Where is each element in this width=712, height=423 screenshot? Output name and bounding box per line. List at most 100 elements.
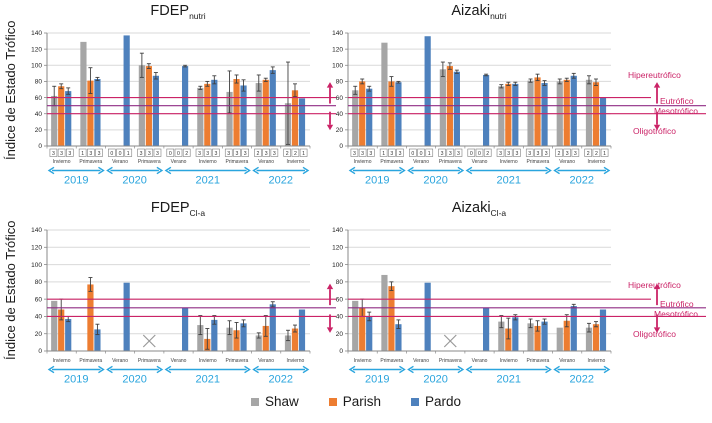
bar-shaw <box>498 86 505 146</box>
sample-count-box <box>291 148 300 157</box>
bar-shaw <box>498 321 505 351</box>
bar-pardo <box>453 71 460 146</box>
arrow-right-head-icon <box>302 365 310 374</box>
bar-shaw <box>556 327 563 351</box>
sample-count-value: 1 <box>382 151 385 157</box>
sample-count-box <box>212 148 220 157</box>
sample-count-value: 3 <box>528 151 531 157</box>
season-label: Invierno <box>354 358 372 364</box>
bar-parish <box>204 83 211 146</box>
arrow-left-head-icon <box>407 365 414 374</box>
sample-count-value: 3 <box>89 151 92 157</box>
sample-count-value: 0 <box>110 151 113 157</box>
bar-shaw <box>226 91 233 146</box>
sample-count-box <box>299 148 308 157</box>
sample-count-value: 0 <box>177 151 180 157</box>
y-tick-label: 20 <box>336 331 344 338</box>
bar-parish <box>233 79 240 146</box>
arrow-right-head-icon <box>156 166 164 175</box>
y-tick-label: 60 <box>336 95 344 102</box>
bar-pardo <box>483 74 490 146</box>
y-tick-label: 20 <box>336 127 344 134</box>
arrow-left-head-icon <box>106 365 113 374</box>
bar-pardo <box>65 319 72 351</box>
bar-pardo <box>570 306 577 351</box>
bar-parish <box>388 286 395 351</box>
down-arrow-head-icon <box>326 327 334 333</box>
y-tick-label: 120 <box>31 244 42 251</box>
sample-count-box <box>182 148 191 157</box>
bar-pardo <box>483 307 490 351</box>
y-tick-label: 140 <box>31 227 42 234</box>
sample-count-box <box>254 148 262 157</box>
y-tick-label: 120 <box>332 46 343 53</box>
arrow-left-head-icon <box>465 166 473 175</box>
chart-title-text: FDEP <box>150 200 190 216</box>
year-label: 2022 <box>269 374 293 386</box>
bar-shaw <box>51 95 58 146</box>
sample-count-value: 3 <box>265 151 268 157</box>
year-label: 2022 <box>570 374 594 386</box>
sample-count-box <box>262 148 270 157</box>
sample-count-box <box>513 148 521 157</box>
label-mesotrophic: Mesotrófico <box>654 308 698 319</box>
bar-shaw <box>585 327 593 351</box>
bar-pardo <box>298 98 306 146</box>
label-hypereutrophic: Hipereutrófico <box>628 280 681 290</box>
up-arrow-head-icon <box>653 82 661 88</box>
chart-title-subscript: Cl-a <box>189 207 206 218</box>
sample-count-value: 3 <box>457 151 460 157</box>
chart-title-text: Aizaki <box>451 200 491 216</box>
sample-count-value: 3 <box>156 151 159 157</box>
bar-shaw <box>284 335 292 351</box>
bar-shaw <box>381 42 388 146</box>
y-tick-label: 40 <box>35 314 43 321</box>
sample-count-value: 2 <box>486 151 489 157</box>
bar-parish <box>505 83 512 146</box>
legend-item-shaw: Shaw <box>250 394 299 409</box>
season-label: Primavera <box>79 159 102 165</box>
season-label: Invierno <box>500 159 518 165</box>
y-tick-label: 40 <box>336 314 344 321</box>
sample-count-value: 3 <box>566 151 569 157</box>
sample-count-value: 0 <box>470 151 473 157</box>
y-tick-label: 60 <box>336 296 344 303</box>
bar-pardo <box>366 88 373 146</box>
arrow-right-head-icon <box>302 166 310 175</box>
season-label: Primavera <box>527 358 550 364</box>
season-label: Primavera <box>79 358 102 364</box>
arrow-left-head-icon <box>348 166 356 175</box>
season-label: Verano <box>112 159 128 165</box>
bar-pardo <box>512 83 519 146</box>
sample-count-box <box>525 148 534 157</box>
sample-count-value: 3 <box>507 151 510 157</box>
season-label: Invierno <box>587 358 605 364</box>
arrow-right-head-icon <box>98 365 105 374</box>
y-axis-title-top: Índice de Estado Trófico <box>3 20 18 160</box>
year-label: 2019 <box>365 175 389 187</box>
chart-title-text: FDEP <box>150 3 190 19</box>
year-label: 2020 <box>122 175 146 187</box>
season-label: Verano <box>413 159 429 165</box>
season-label: Invierno <box>500 358 518 364</box>
season-label: Verano <box>559 358 575 364</box>
arrow-right-head-icon <box>98 166 105 175</box>
sample-count-box <box>174 148 183 157</box>
year-label: 2022 <box>269 175 293 187</box>
y-tick-label: 80 <box>35 79 43 86</box>
arrow-right-head-icon <box>457 166 465 175</box>
bar-shaw <box>352 300 359 351</box>
label-hypereutrophic: Hipereutrófico <box>628 70 681 80</box>
chart-title-fdep-cla: FDEPCl-a <box>78 200 278 218</box>
bar-shaw <box>255 83 262 146</box>
bar-pardo <box>541 321 548 351</box>
bar-parish <box>291 328 299 351</box>
arrow-right-head-icon <box>399 166 406 175</box>
bar-pardo <box>269 304 276 351</box>
chart-title-subscript: Cl-a <box>490 207 507 218</box>
y-tick-label: 0 <box>38 348 42 355</box>
season-label: Primavera <box>439 159 462 165</box>
bar-shaw <box>255 335 262 351</box>
